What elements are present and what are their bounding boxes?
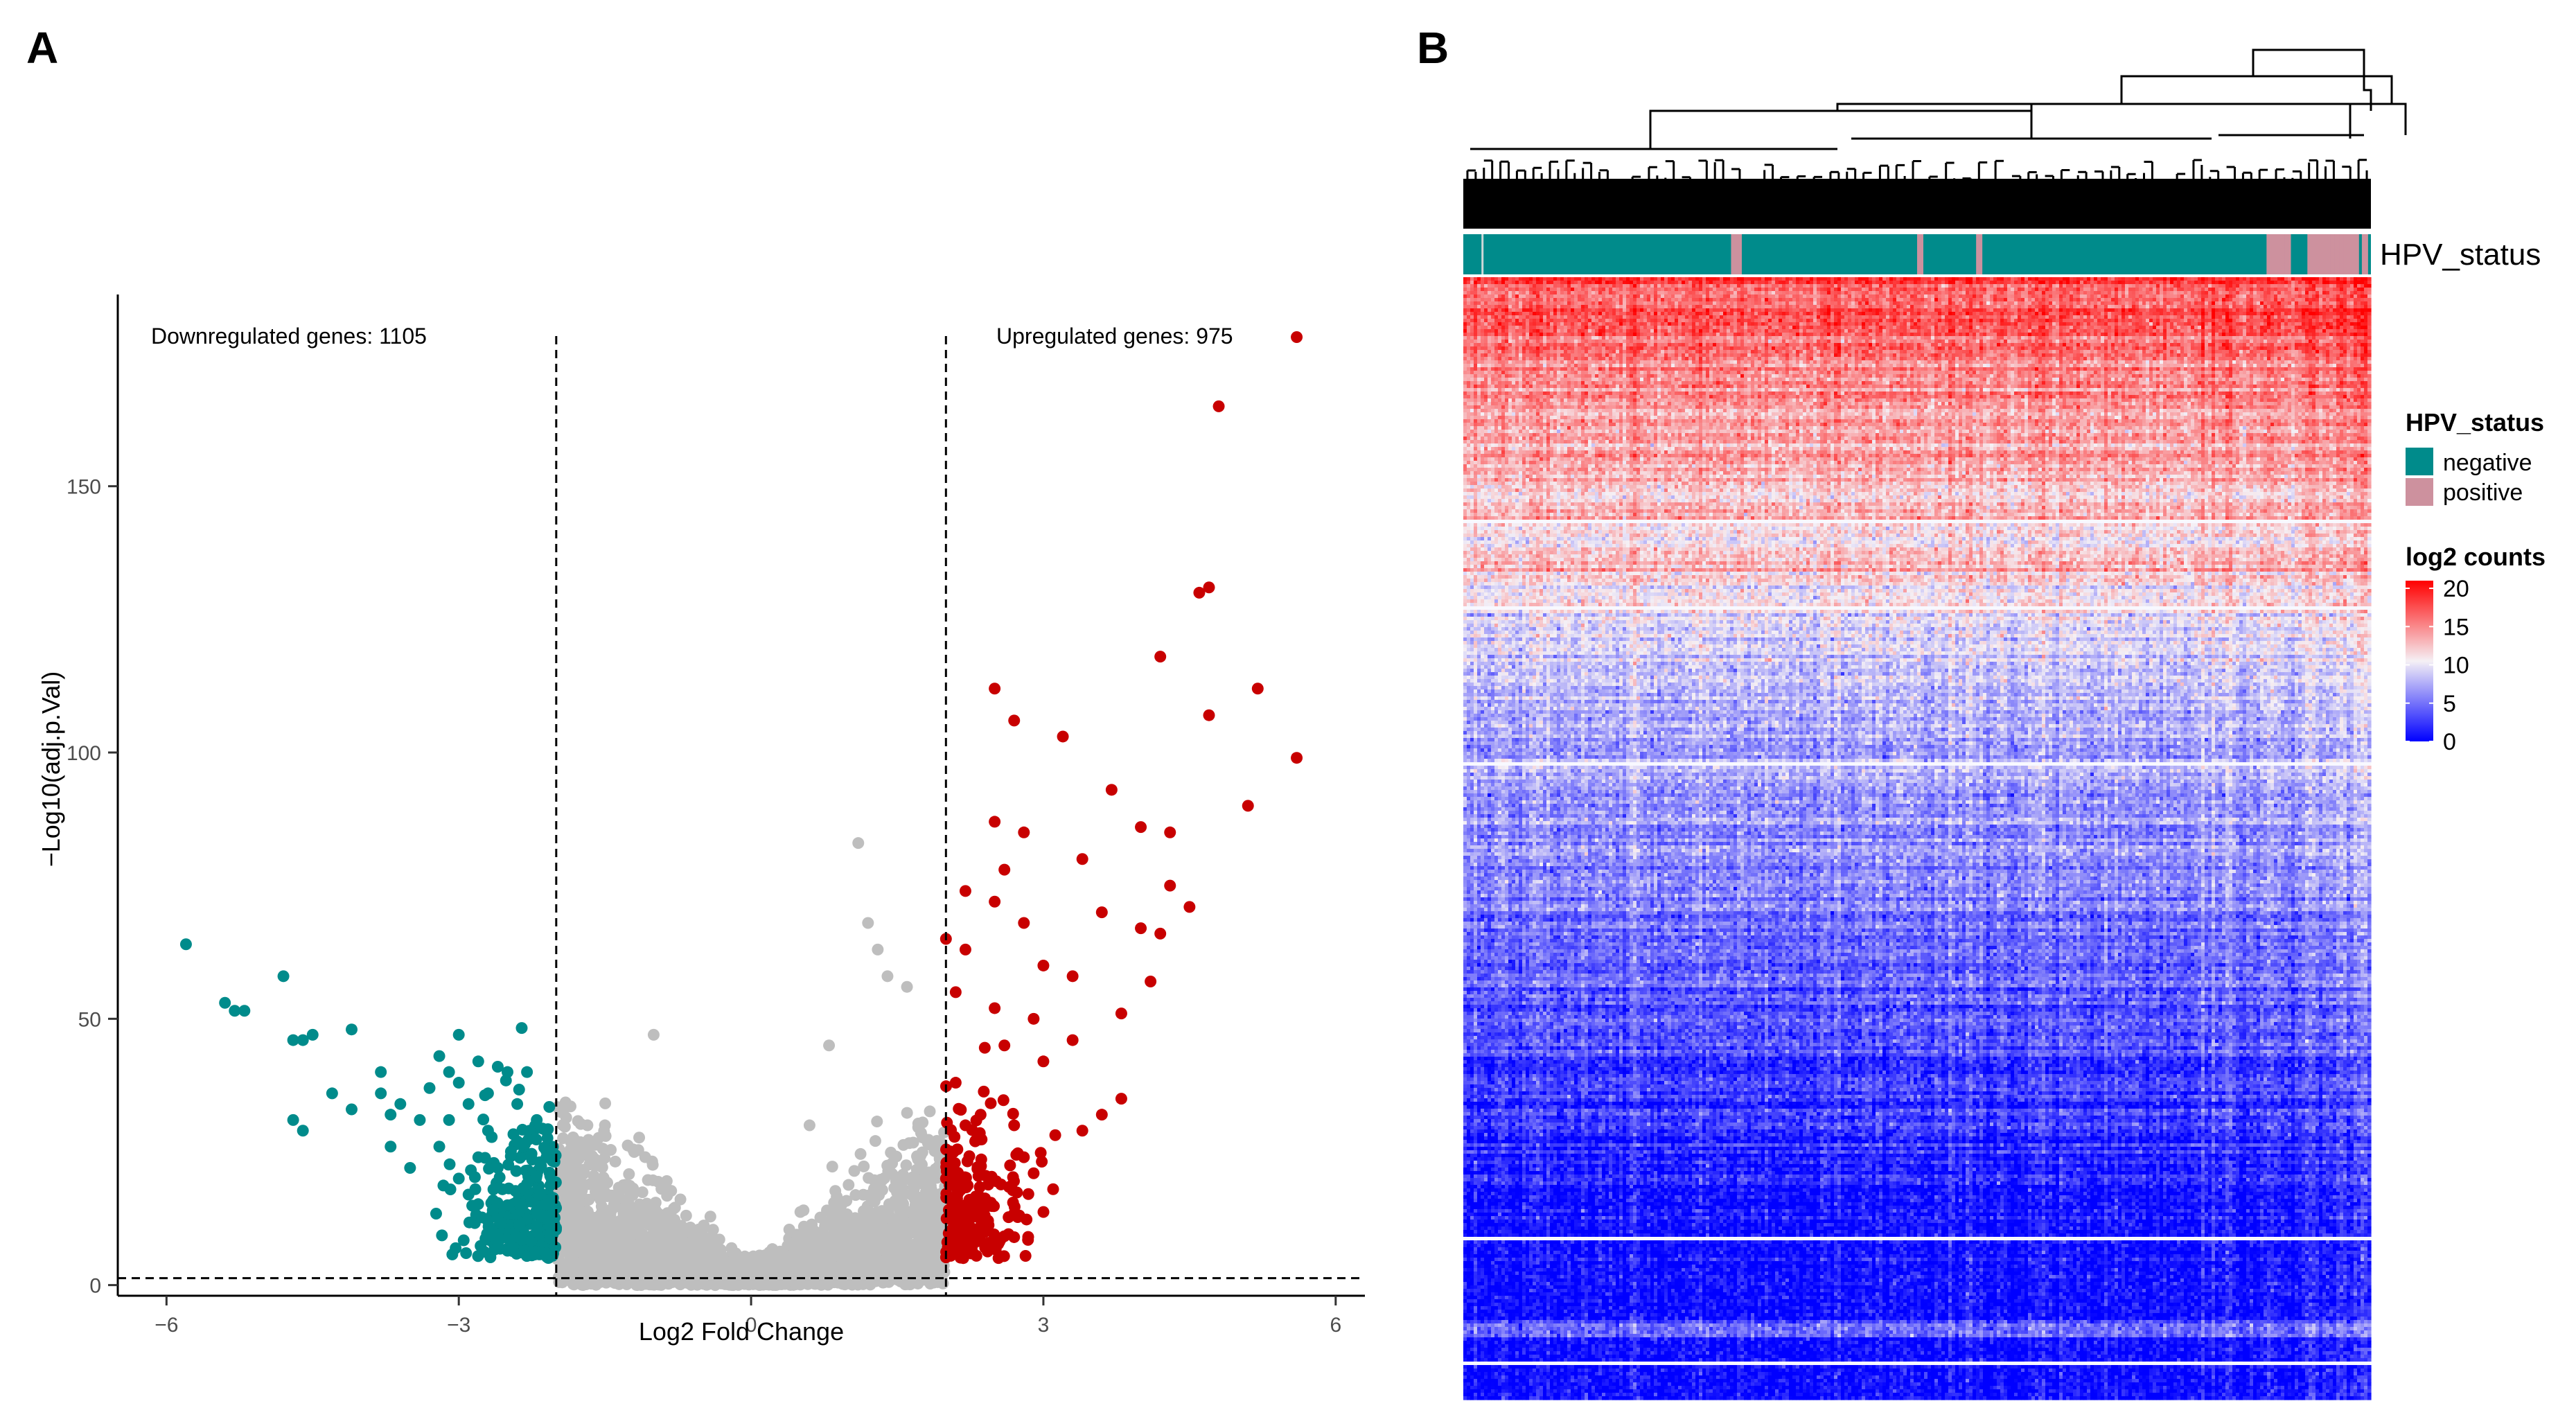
x-tick-label: −6 (155, 1314, 178, 1337)
data-points (180, 331, 1303, 1291)
x-tick-label: −3 (447, 1314, 470, 1337)
x-tick-label: 3 (1038, 1314, 1050, 1337)
y-tick-label: 100 (67, 742, 101, 765)
x-tick-label: 6 (1330, 1314, 1341, 1337)
point-not-significant (901, 1159, 912, 1171)
y-tick-label: 150 (67, 476, 101, 499)
y-tick-label: 50 (78, 1008, 101, 1031)
figure-canvas: −6 −3 0 3 6050100150 Downregulated genes: 11… (0, 0, 2576, 1417)
y-tick-label: 0 (89, 1275, 101, 1298)
point-not-significant (870, 1135, 881, 1147)
